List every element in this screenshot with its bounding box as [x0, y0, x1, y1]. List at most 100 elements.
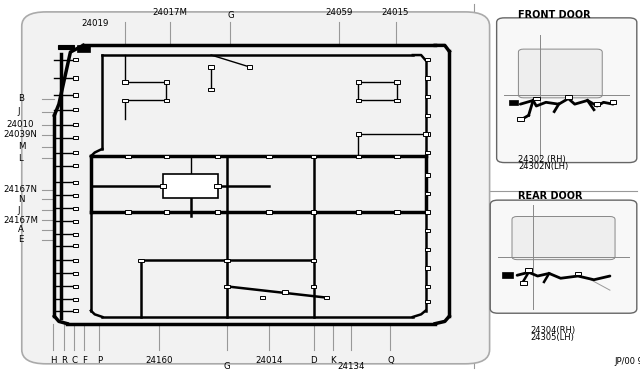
Bar: [160, 184, 166, 188]
Bar: [72, 76, 78, 80]
Bar: [425, 151, 431, 154]
FancyBboxPatch shape: [490, 200, 637, 313]
FancyBboxPatch shape: [518, 49, 602, 98]
Bar: [266, 154, 271, 158]
Text: 24019: 24019: [81, 19, 108, 28]
Bar: [565, 95, 572, 99]
Bar: [215, 154, 220, 158]
Bar: [72, 151, 78, 154]
Bar: [425, 58, 431, 61]
Bar: [425, 248, 431, 251]
Text: 24017M: 24017M: [152, 8, 187, 17]
FancyBboxPatch shape: [512, 217, 615, 260]
Bar: [425, 300, 431, 303]
Bar: [517, 117, 524, 121]
Bar: [77, 45, 90, 52]
Bar: [164, 210, 170, 214]
Bar: [425, 285, 431, 288]
Text: G: G: [224, 362, 230, 371]
Bar: [122, 99, 128, 102]
Bar: [122, 80, 128, 83]
Bar: [575, 272, 581, 275]
Text: FRONT DOOR: FRONT DOOR: [518, 10, 591, 20]
Bar: [394, 80, 399, 83]
Text: M: M: [18, 142, 26, 151]
Bar: [425, 266, 431, 269]
Bar: [425, 229, 431, 232]
Bar: [425, 173, 431, 176]
Bar: [72, 309, 78, 312]
Bar: [425, 132, 431, 135]
Bar: [311, 154, 316, 158]
Bar: [164, 99, 170, 102]
Bar: [247, 65, 253, 68]
Bar: [225, 285, 230, 288]
Text: 24305(LH): 24305(LH): [530, 333, 574, 342]
Bar: [533, 97, 540, 100]
Bar: [215, 210, 220, 214]
Bar: [138, 259, 144, 262]
Bar: [356, 132, 362, 135]
Text: 24059: 24059: [326, 8, 353, 17]
Bar: [209, 65, 214, 68]
Bar: [225, 259, 230, 262]
FancyBboxPatch shape: [497, 18, 637, 163]
FancyBboxPatch shape: [22, 12, 490, 364]
Bar: [72, 285, 78, 288]
Bar: [72, 93, 78, 96]
Bar: [72, 136, 78, 139]
Text: J: J: [18, 107, 20, 116]
Bar: [425, 210, 431, 214]
Text: REAR DOOR: REAR DOOR: [518, 192, 583, 201]
Bar: [520, 281, 527, 285]
Text: G: G: [227, 12, 234, 20]
Bar: [425, 76, 431, 80]
Text: 24039N: 24039N: [3, 130, 37, 139]
Bar: [594, 102, 600, 106]
Bar: [72, 298, 78, 301]
Bar: [72, 193, 78, 197]
Text: 24015: 24015: [382, 8, 409, 17]
Text: A: A: [18, 225, 24, 234]
Bar: [394, 154, 399, 158]
Bar: [72, 58, 78, 61]
Text: E: E: [18, 235, 24, 244]
Text: N: N: [18, 195, 24, 203]
Text: D: D: [310, 356, 317, 365]
Bar: [72, 272, 78, 275]
Bar: [58, 45, 74, 49]
Text: 24010: 24010: [6, 120, 34, 129]
Text: 24167M: 24167M: [3, 216, 38, 225]
Bar: [209, 87, 214, 91]
Bar: [425, 114, 431, 117]
Bar: [72, 123, 78, 126]
Text: K: K: [330, 356, 335, 365]
Text: 24304(RH): 24304(RH): [530, 326, 575, 335]
Bar: [72, 164, 78, 167]
Bar: [509, 100, 518, 105]
Bar: [311, 259, 316, 262]
Text: B: B: [18, 94, 24, 103]
Text: 24302 (RH): 24302 (RH): [518, 155, 566, 164]
Bar: [282, 290, 288, 294]
Bar: [214, 184, 221, 188]
Bar: [266, 210, 271, 214]
Text: J: J: [18, 206, 20, 215]
Bar: [72, 233, 78, 236]
Bar: [425, 192, 431, 195]
Bar: [125, 210, 131, 214]
Text: 24302N(LH): 24302N(LH): [518, 162, 569, 171]
Bar: [425, 95, 431, 98]
Bar: [324, 296, 330, 299]
Text: H: H: [50, 356, 56, 365]
Text: 24167N: 24167N: [3, 185, 37, 194]
Text: C: C: [71, 356, 77, 365]
Bar: [311, 285, 316, 288]
Text: 24014: 24014: [255, 356, 282, 365]
Text: 24160: 24160: [145, 356, 172, 365]
Text: 24134: 24134: [337, 362, 364, 371]
Bar: [72, 219, 78, 223]
Bar: [72, 259, 78, 262]
Text: F: F: [82, 356, 87, 365]
Bar: [394, 99, 399, 102]
